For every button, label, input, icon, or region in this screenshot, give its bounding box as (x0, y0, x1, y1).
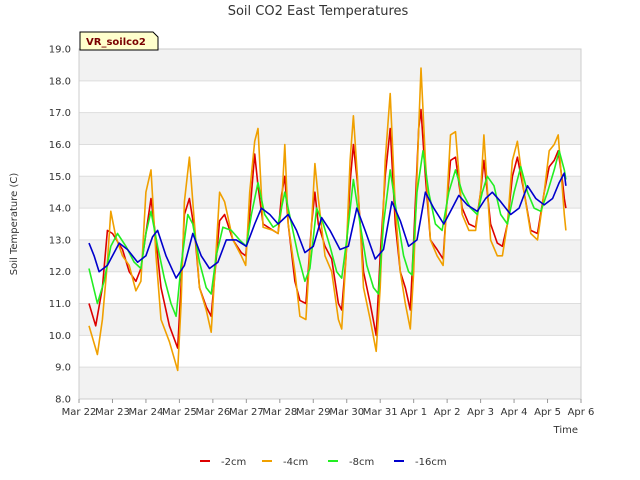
chart-title: Soil CO2 East Temperatures (228, 4, 409, 19)
y-tick-label: 19.0 (49, 45, 71, 56)
x-tick-label: Apr 3 (467, 407, 494, 418)
x-tick-label: Mar 22 (62, 407, 97, 418)
y-tick-label: 16.0 (49, 140, 71, 151)
y-axis-label: Soil Temperature (C) (9, 173, 20, 276)
legend-label: -16cm (415, 457, 447, 468)
legend-label: -4cm (283, 457, 308, 468)
x-tick-label: Apr 4 (501, 407, 528, 418)
y-tick-label: 10.0 (49, 331, 71, 342)
x-tick-label: Apr 6 (568, 407, 595, 418)
station-badge: VR_soilco2 (79, 31, 159, 51)
x-tick-label: Mar 27 (229, 407, 264, 418)
y-tick-label: 14.0 (49, 204, 71, 215)
x-tick-label: Mar 23 (95, 407, 130, 418)
series-lines (88, 67, 567, 372)
grid-band (79, 367, 581, 399)
legend-label: -2cm (221, 457, 246, 468)
grid-band (79, 303, 581, 336)
series-line-4cmcm (88, 67, 567, 372)
x-tick-label: Mar 29 (296, 407, 331, 418)
x-tick-label: Apr 2 (434, 407, 461, 418)
x-axis-label: Time (553, 425, 578, 436)
y-tick-label: 13.0 (49, 235, 71, 246)
y-tick-label: 18.0 (49, 76, 71, 87)
x-tick-label: Mar 28 (262, 407, 297, 418)
x-tick-label: Mar 26 (195, 407, 230, 418)
x-tick-label: Mar 30 (329, 407, 364, 418)
series-line-16cmcm (88, 172, 567, 279)
y-tick-label: 9.0 (55, 363, 71, 374)
series-line-8cmcm (88, 150, 567, 318)
y-tick-label: 11.0 (49, 299, 71, 310)
x-tick-label: Apr 5 (534, 407, 561, 418)
plot-area-border (78, 48, 582, 400)
grid-band (79, 49, 581, 81)
y-tick-label: 15.0 (49, 172, 71, 183)
legend-label: -8cm (349, 457, 374, 468)
plot-background-bands (79, 48, 581, 400)
legend: -2cm -4cm -8cm -16cm (200, 457, 447, 468)
y-tick-label: 8.0 (55, 395, 71, 406)
y-axis-ticks: 8.0 9.0 10.0 11.0 12.0 13.0 14.0 15.0 16.0 17.0 18… (49, 45, 71, 406)
y-tick-label: 12.0 (49, 267, 71, 278)
grid-band (79, 176, 581, 209)
y-tick-label: 17.0 (49, 108, 71, 119)
badge-shape (79, 31, 159, 51)
x-tick-label: Mar 25 (162, 407, 197, 418)
badge-label: VR_soilco2 (86, 37, 146, 48)
x-tick-label: Mar 31 (363, 407, 398, 418)
x-tick-label: Mar 24 (129, 407, 164, 418)
x-tick-label: Apr 1 (400, 407, 427, 418)
grid-band (79, 112, 581, 145)
